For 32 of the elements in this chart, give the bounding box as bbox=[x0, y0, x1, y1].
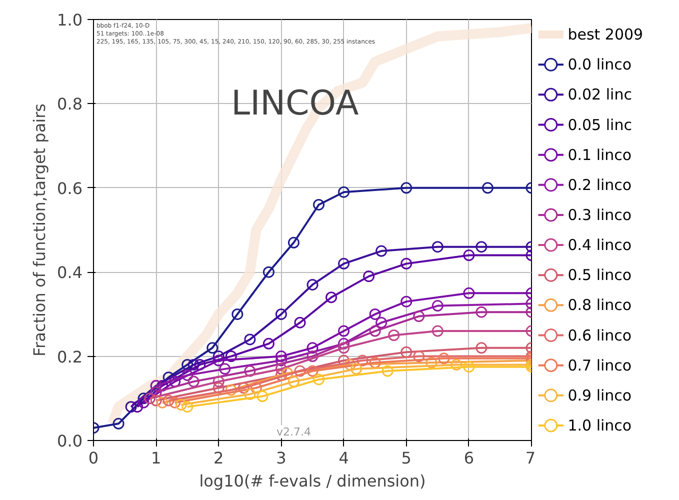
legend-label: 0.4 linco bbox=[568, 236, 632, 254]
legend-label: 0.9 linco bbox=[568, 386, 632, 404]
legend-label: 0.05 linc bbox=[568, 116, 632, 134]
legend-label: 1.0 linco bbox=[568, 416, 632, 434]
y-tick-label: 0.2 bbox=[57, 347, 83, 366]
text: LINCOA bbox=[231, 84, 359, 124]
x-tick-label: 2 bbox=[214, 448, 224, 468]
annotation: v2.7.4 bbox=[276, 425, 311, 438]
x-tick-label: 7 bbox=[525, 448, 536, 468]
legend-label: 0.6 linco bbox=[568, 326, 632, 344]
legend-label: best 2009 bbox=[568, 26, 644, 44]
y-axis-title: Fraction of function,target pairs bbox=[30, 104, 50, 356]
legend-label: 0.2 linco bbox=[568, 176, 632, 194]
legend-label: 0.1 linco bbox=[568, 146, 632, 164]
x-axis-title: log10(# f-evals / dimension) bbox=[199, 472, 426, 490]
legend-label: 0.8 linco bbox=[568, 296, 632, 314]
x-tick-label: 5 bbox=[401, 448, 412, 468]
x-tick-label: 0 bbox=[88, 448, 99, 468]
x-tick-label: 4 bbox=[338, 448, 349, 468]
y-tick-label: 0.8 bbox=[57, 94, 83, 114]
legend-label: 0.0 linco bbox=[568, 56, 632, 74]
y-tick-label: 0.0 bbox=[57, 432, 83, 450]
y-tick-label: 0.6 bbox=[57, 178, 83, 198]
legend-label: 0.7 linco bbox=[568, 356, 632, 374]
x-tick-label: 3 bbox=[276, 448, 286, 468]
legend-label: 0.02 linc bbox=[568, 86, 632, 104]
legend-label: 0.5 linco bbox=[568, 266, 632, 284]
x-tick-label: 1 bbox=[150, 448, 162, 468]
y-tick-label: 1.0 bbox=[57, 10, 83, 30]
legend-label: 0.3 linco bbox=[568, 206, 632, 224]
y-tick-label: 0.4 bbox=[57, 263, 83, 282]
x-tick-label: 6 bbox=[464, 448, 474, 468]
